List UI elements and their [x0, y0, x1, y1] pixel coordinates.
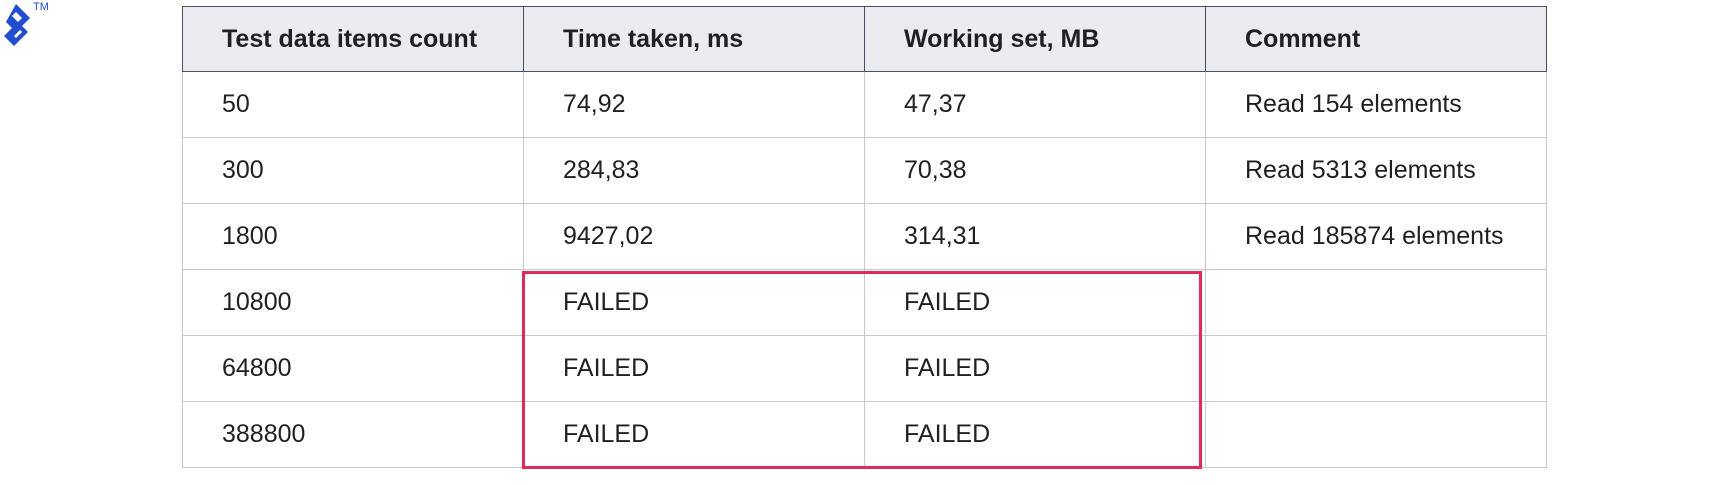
- failed-highlight: [522, 271, 1202, 469]
- table-cell: 300: [182, 137, 524, 204]
- table-cell: 64800: [182, 335, 524, 402]
- empty-cell: [1205, 335, 1547, 402]
- table-cell: Read 5313 elements: [1205, 137, 1547, 204]
- table-cell: 10800: [182, 269, 524, 336]
- table-cell: 47,37: [864, 71, 1206, 138]
- trademark: TM: [33, 1, 49, 13]
- table-cell: Read 185874 elements: [1205, 203, 1547, 270]
- table-cell: 9427,02: [523, 203, 865, 270]
- header-cell: Comment: [1205, 6, 1547, 72]
- table-row: 300 284,83 70,38 Read 5313 elements: [182, 137, 1547, 204]
- table-cell: Read 154 elements: [1205, 71, 1547, 138]
- header-cell: Time taken, ms: [523, 6, 865, 72]
- table-row: 64800 FAILED FAILED: [182, 335, 1547, 402]
- empty-cell: [1205, 401, 1547, 468]
- table-row: 50 74,92 47,37 Read 154 elements: [182, 71, 1547, 138]
- empty-cell: [1205, 269, 1547, 336]
- table-cell: 74,92: [523, 71, 865, 138]
- table-cell: 388800: [182, 401, 524, 468]
- header-cell: Working set, MB: [864, 6, 1206, 72]
- table-cell: 314,31: [864, 203, 1206, 270]
- table-cell: 70,38: [864, 137, 1206, 204]
- table-cell: 1800: [182, 203, 524, 270]
- table-cell: 284,83: [523, 137, 865, 204]
- table-cell: FAILED: [523, 335, 865, 402]
- header-cell: Test data items count: [182, 6, 524, 72]
- logo: [4, 4, 30, 46]
- table-cell: 50: [182, 71, 524, 138]
- table-cell: FAILED: [864, 269, 1206, 336]
- table-row: 1800 9427,02 314,31 Read 185874 elements: [182, 203, 1547, 270]
- header-row: Test data items count Time taken, ms Worki…: [182, 6, 1547, 72]
